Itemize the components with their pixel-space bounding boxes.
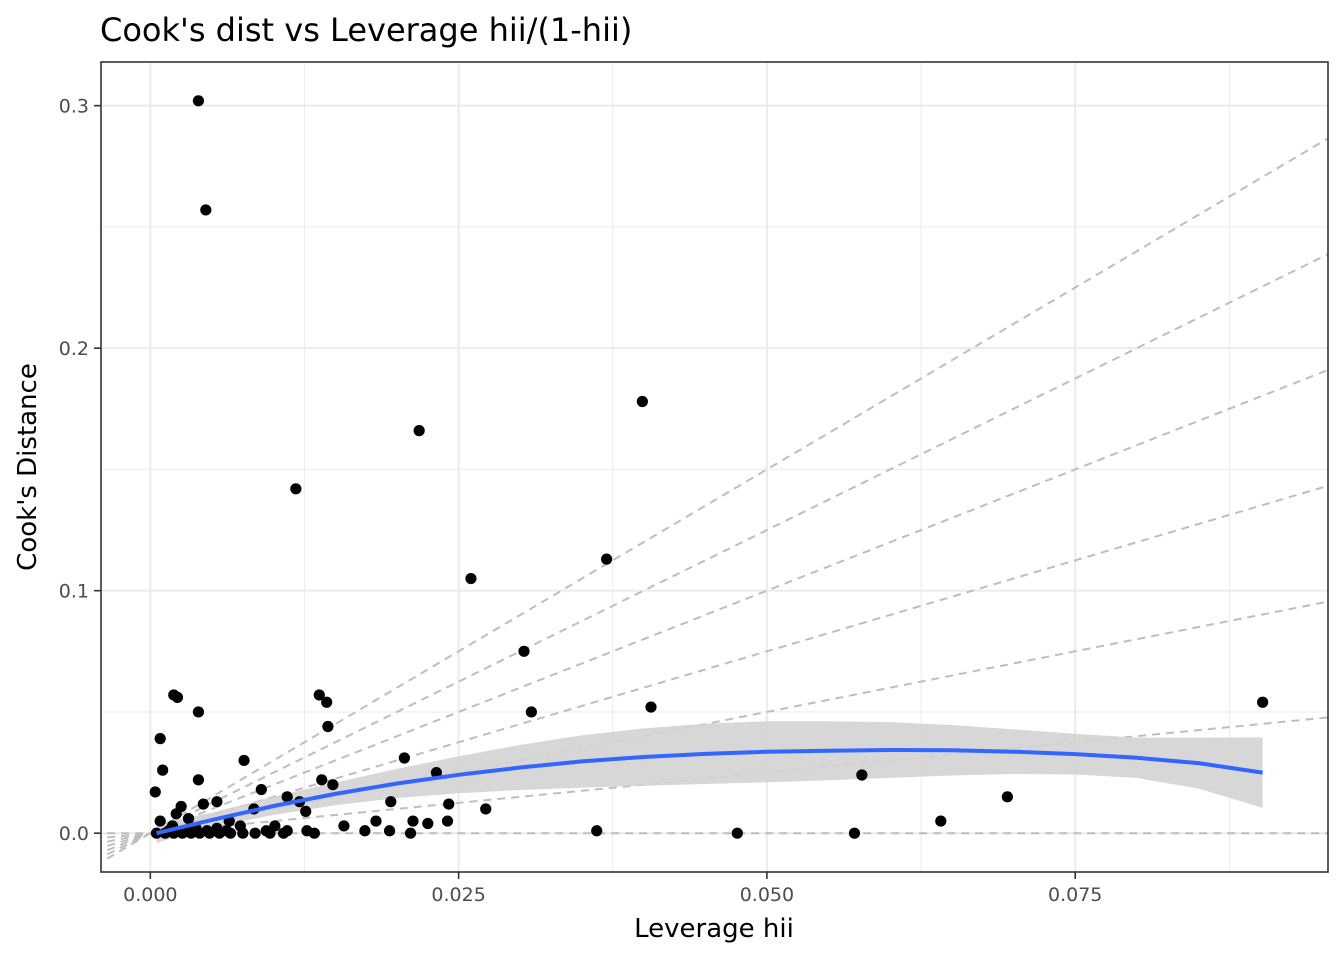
data-point (192, 706, 205, 718)
data-point (150, 827, 163, 839)
data-point (281, 791, 293, 803)
y-tick-label: 0.3 (59, 96, 89, 118)
data-point (413, 425, 425, 437)
data-point (290, 483, 302, 495)
reference-line (106, 484, 1329, 847)
data-point (430, 766, 443, 779)
reference-line (106, 369, 1329, 852)
x-axis-label: Leverage hii (634, 914, 794, 944)
data-point (255, 783, 267, 796)
data-point (238, 754, 250, 767)
smooth-line (156, 747, 1263, 836)
data-point (157, 764, 169, 776)
plot-panel-border (100, 61, 1329, 873)
data-point (277, 827, 290, 839)
data-point (316, 774, 328, 786)
data-point (170, 808, 182, 820)
data-point (398, 752, 410, 764)
chart-title: Cook's dist vs Leverage hii/(1-hii) (100, 11, 632, 49)
y-tick-label: 0.1 (59, 581, 89, 603)
data-point (404, 827, 417, 839)
data-point (338, 820, 350, 832)
data-point (154, 815, 166, 827)
data-points (149, 95, 1269, 839)
data-point (313, 689, 325, 701)
data-point (385, 796, 397, 808)
data-point (182, 813, 195, 825)
data-point (935, 815, 947, 827)
data-point (149, 786, 161, 798)
data-point (636, 395, 648, 408)
data-point (171, 691, 184, 703)
y-axis-ticks: 0.0 0.1 0.2 0.3 (59, 96, 101, 845)
data-point (518, 645, 530, 657)
y-tick-label: 0.0 (59, 823, 89, 845)
data-point (600, 553, 613, 565)
data-point (237, 827, 249, 839)
data-point (211, 822, 223, 834)
data-point (1257, 696, 1269, 708)
data-point (731, 827, 743, 839)
data-point (264, 827, 276, 839)
data-point (441, 815, 454, 827)
data-point (1001, 791, 1013, 803)
reference-line (106, 137, 1329, 860)
data-point (211, 796, 223, 808)
data-point (422, 817, 434, 830)
data-point (192, 774, 205, 786)
data-point (443, 798, 455, 810)
reference-line (106, 253, 1329, 856)
y-axis-label: Cook's Distance (13, 363, 43, 571)
data-point (383, 825, 396, 837)
data-point (249, 827, 261, 839)
data-point (359, 825, 371, 837)
data-point (525, 706, 537, 718)
data-point (224, 827, 237, 839)
data-point (591, 825, 603, 837)
y-tick-label: 0.2 (59, 338, 89, 360)
data-point (465, 572, 477, 585)
data-point (322, 720, 334, 733)
data-point (321, 696, 333, 708)
data-point (192, 95, 205, 107)
data-point (176, 827, 188, 839)
data-point (645, 701, 657, 713)
data-point (407, 815, 419, 827)
x-tick-label: 0.075 (1048, 884, 1102, 906)
smooth-line-layer (156, 747, 1263, 836)
x-axis-ticks: 0.000 0.025 0.050 0.075 (123, 872, 1102, 906)
data-point (154, 733, 166, 745)
x-tick-label: 0.000 (123, 884, 177, 906)
data-point (197, 798, 209, 810)
x-tick-label: 0.050 (740, 884, 794, 906)
x-tick-label: 0.025 (431, 884, 485, 906)
data-point (327, 779, 339, 791)
data-point (856, 769, 868, 781)
data-point (308, 827, 320, 839)
data-point (370, 815, 382, 827)
data-point (300, 805, 312, 817)
data-point (200, 204, 212, 216)
data-point (848, 827, 861, 839)
reference-line (106, 600, 1329, 843)
data-point (480, 803, 492, 815)
